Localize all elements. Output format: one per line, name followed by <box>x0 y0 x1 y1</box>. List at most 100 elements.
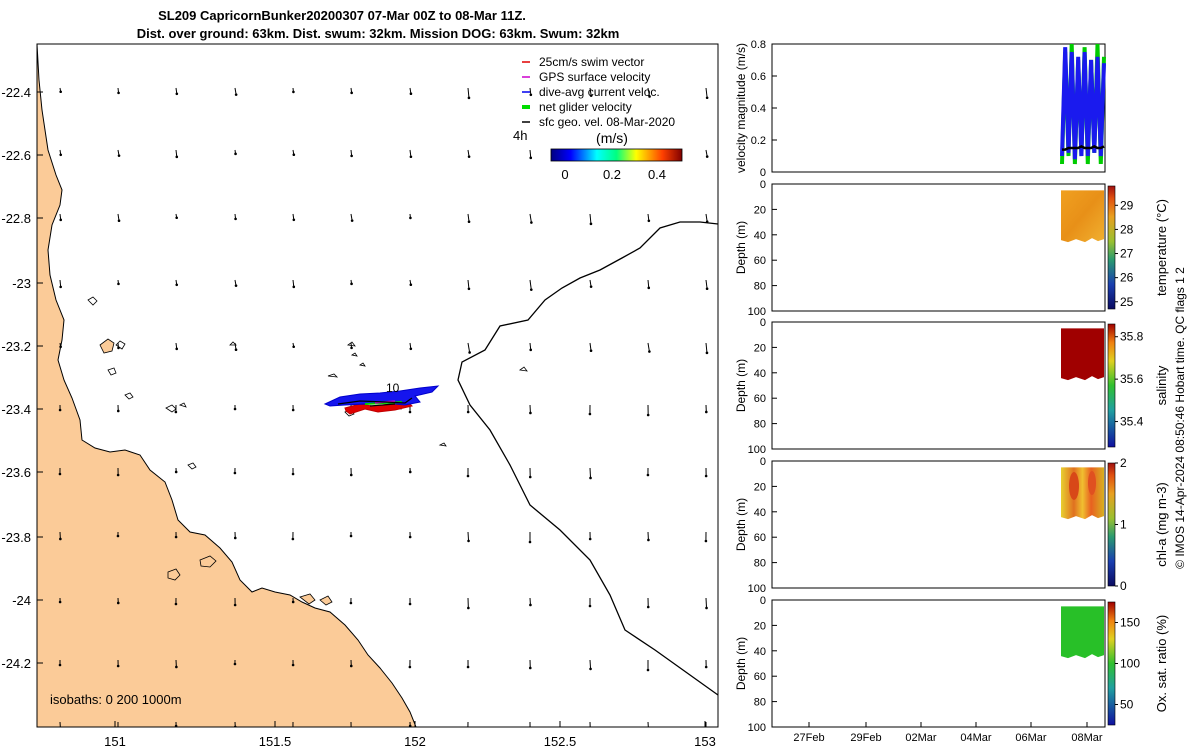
geo-vector-arrow <box>467 342 471 354</box>
geo-vector-arrow <box>529 87 533 97</box>
geo-vector-arrow <box>350 87 353 95</box>
geo-vector-arrow <box>408 659 412 669</box>
colorbar-tick-label: 2 <box>1120 456 1127 470</box>
depth-tick-label: 0 <box>760 317 766 329</box>
title-line1: SL209 CapricornBunker20200307 07-Mar 00Z… <box>158 8 526 23</box>
geo-vector-arrow <box>466 468 470 478</box>
date-axis: 27Feb 29Feb 02Mar 04Mar 06Mar 08Mar <box>793 722 1103 744</box>
geo-vector-arrow <box>408 531 412 539</box>
heatmap-colorbar <box>1107 323 1116 448</box>
geo-vector-arrow <box>408 597 412 606</box>
depth-tick-label: 80 <box>754 281 766 293</box>
depth-axis-label: Depth (m) <box>734 498 748 551</box>
geo-vector-arrow <box>529 342 533 352</box>
colorbar-title: (m/s) <box>596 130 628 146</box>
depth-tick-label: 40 <box>754 507 766 519</box>
depth-tick-label: 80 <box>754 558 766 570</box>
geo-vector-arrow <box>174 467 178 474</box>
geo-vector-arrow <box>705 279 709 291</box>
geo-vector-arrow <box>409 87 413 96</box>
geo-vector-arrow <box>292 279 296 289</box>
geo-vector-arrow <box>292 149 296 157</box>
geo-vector-arrow <box>467 531 470 543</box>
geo-vector-arrow <box>174 531 178 539</box>
geo-vector-arrow <box>705 149 709 158</box>
track-label: 10 <box>386 381 400 395</box>
geo-vector-arrow <box>58 660 62 667</box>
geo-vector-arrow <box>647 342 651 353</box>
depth-tick-label: 100 <box>748 583 766 595</box>
depth-tick-label: 20 <box>754 620 766 632</box>
geo-vector-arrow <box>116 404 120 413</box>
geo-vector-arrow <box>529 279 533 291</box>
colorbar-tick-label: 0.4 <box>648 167 666 182</box>
map-y-tick-label: -24 <box>12 593 31 608</box>
legend-entry: GPS surface velocity <box>522 70 650 84</box>
geo-vector-arrow <box>116 659 120 668</box>
geo-vector-arrow <box>292 87 295 94</box>
geo-vector-arrow <box>58 597 62 604</box>
date-tick-label: 08Mar <box>1071 732 1103 744</box>
geo-vector-arrow <box>117 149 121 157</box>
map-y-tick-label: -23.4 <box>1 402 31 417</box>
legend-label: dive-avg current veloc. <box>539 85 660 99</box>
depth-tick-label: 20 <box>754 204 766 216</box>
geo-vector-arrow <box>116 597 120 605</box>
map-y-tick-label: -23.8 <box>1 530 31 545</box>
map-y-tick-label: -22.6 <box>1 148 31 163</box>
map-x-tick-label: 153 <box>694 734 716 749</box>
geo-vector-arrow <box>467 87 471 100</box>
geo-vector-arrow <box>705 722 707 727</box>
heatmap-data-block <box>1061 467 1104 520</box>
geo-vector-arrow <box>467 597 470 610</box>
geo-vector-arrow <box>117 342 120 350</box>
geo-vector-arrow <box>589 279 593 288</box>
geo-vector-arrow <box>705 213 709 223</box>
geo-vector-arrow <box>234 342 238 351</box>
geo-vector-arrow <box>59 87 62 94</box>
velocity-y-tick-label: 0 <box>760 167 766 179</box>
current-vectors <box>323 385 440 407</box>
geo-vector-arrow <box>705 87 709 100</box>
map-panel: 10 151 151.5 152 152.5 153 -22.4-22.6-22.8-2… <box>1 43 719 749</box>
date-tick-label: 29Feb <box>850 732 881 744</box>
geo-vector-arrow <box>467 279 471 291</box>
geo-vector-arrow <box>291 531 295 541</box>
heatmap-panel-temperature: 0 20 40 60 80 100 Depth (m) 25 26 27 28 29 temperatu… <box>734 179 1169 318</box>
heatmap-panel-chl-a: 0 20 40 60 80 100 Depth (m) 0 1 2 chl-a (mg m-3) <box>734 456 1169 595</box>
track-line <box>337 397 413 407</box>
geo-vector-arrow <box>589 213 593 226</box>
heatmap-panel-oxygen-saturation: 0 20 40 60 80 100 Depth (m) 50 100 150 Ox. sat. ra… <box>734 595 1169 734</box>
isobaths-label: isobaths: 0 200 1000m <box>50 692 182 707</box>
map-y-tick-label: -23.6 <box>1 465 31 480</box>
depth-tick-label: 100 <box>748 444 766 456</box>
geo-vector-arrow <box>174 404 178 414</box>
geo-vector-arrow <box>291 597 295 604</box>
geo-vector-arrow <box>588 531 592 541</box>
geo-vector-arrow <box>349 467 353 477</box>
geo-vector-arrow <box>408 467 412 474</box>
depth-tick-label: 40 <box>754 368 766 380</box>
geo-vector-arrow <box>529 721 531 727</box>
geo-vector-arrow <box>175 279 179 287</box>
geo-vector-arrow <box>408 721 412 727</box>
geo-vector-arrow <box>646 467 650 477</box>
geo-vector-arrow <box>59 149 63 157</box>
time-scale-label: 4h <box>513 128 527 143</box>
velocity-y-tick-label: 0.8 <box>751 39 766 51</box>
colorbar-tick-label: 150 <box>1120 616 1140 630</box>
legend-entry: dive-avg current veloc. <box>522 85 660 99</box>
date-tick-label: 04Mar <box>960 732 992 744</box>
depth-tick-label: 60 <box>754 255 766 267</box>
colorbar-tick-label: 35.6 <box>1120 372 1144 386</box>
geo-vector-arrow <box>409 149 413 159</box>
geo-vector-arrow <box>529 597 532 607</box>
colorbar-tick-label: 100 <box>1120 657 1140 671</box>
legend-label: 25cm/s swim vector <box>539 55 644 69</box>
heatmap-data-block <box>1061 606 1104 659</box>
date-tick-label: 06Mar <box>1015 732 1047 744</box>
map-y-tick-label: -22.8 <box>1 211 31 226</box>
geo-vector-arrow <box>175 659 178 669</box>
geo-vector-arrow <box>349 597 353 605</box>
